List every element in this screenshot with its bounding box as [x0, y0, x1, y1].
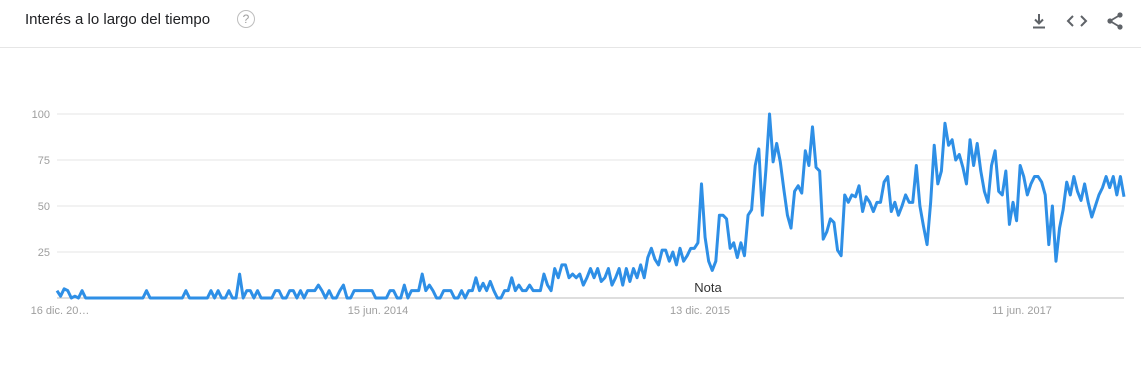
y-tick-label: 25 [38, 247, 50, 259]
y-tick-label: 50 [38, 201, 50, 213]
x-tick-labels: 16 dic. 20… 15 jun. 2014 13 dic. 2015 11 ju… [31, 305, 1052, 317]
series-line [55, 112, 1126, 300]
y-tick-labels: 25 50 75 100 [32, 109, 50, 259]
x-tick-label: 15 jun. 2014 [348, 305, 409, 317]
chart-header: Interés a lo largo del tiempo ? [0, 0, 1141, 48]
embed-code-icon[interactable] [1065, 10, 1089, 32]
y-tick-label: 75 [38, 155, 50, 167]
annotation-label[interactable]: Nota [694, 280, 722, 295]
chart-actions [1027, 10, 1127, 32]
share-icon[interactable] [1103, 10, 1127, 32]
chart-area: 25 50 75 100 16 dic. 20… 15 jun. 2014 13 dic.… [0, 48, 1141, 381]
line-chart[interactable]: 25 50 75 100 16 dic. 20… 15 jun. 2014 13 dic.… [0, 48, 1141, 381]
x-tick-label: 16 dic. 20… [31, 305, 90, 317]
download-icon[interactable] [1027, 10, 1051, 32]
x-tick-label: 11 jun. 2017 [992, 305, 1052, 317]
help-icon[interactable]: ? [237, 10, 255, 28]
y-tick-label: 100 [32, 109, 50, 121]
x-tick-label: 13 dic. 2015 [670, 305, 730, 317]
chart-title: Interés a lo largo del tiempo [25, 11, 211, 28]
